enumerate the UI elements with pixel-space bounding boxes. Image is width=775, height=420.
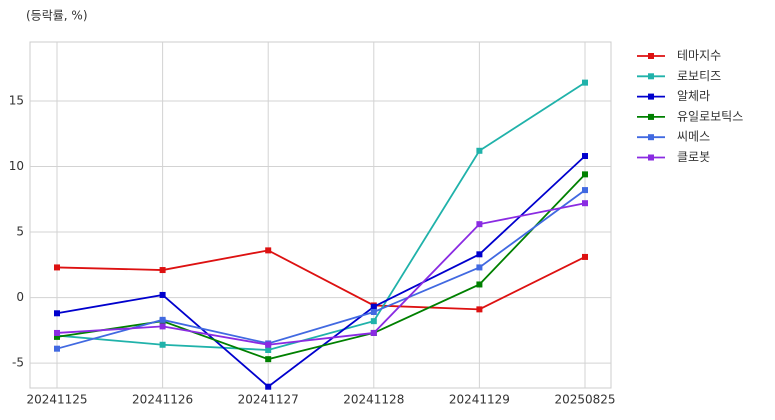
series-line bbox=[56, 202, 586, 346]
legend-label: 알체라 bbox=[677, 89, 710, 103]
point-marker bbox=[370, 318, 377, 325]
y-tick-label: 5 bbox=[16, 225, 24, 239]
legend-label: 클로봇 bbox=[677, 150, 710, 164]
legend-marker bbox=[648, 134, 654, 141]
legend-marker bbox=[648, 154, 654, 161]
point-marker bbox=[370, 308, 377, 315]
point-marker bbox=[582, 253, 588, 260]
point-marker bbox=[582, 171, 588, 178]
point-marker bbox=[582, 153, 588, 160]
point-marker bbox=[265, 356, 272, 363]
point-marker bbox=[54, 310, 60, 317]
point-marker bbox=[476, 264, 483, 271]
legend-label: 유일로보틱스 bbox=[677, 109, 743, 123]
y-axis-label: (등락률, %) bbox=[26, 9, 88, 23]
x-tick-label: 20241126 bbox=[132, 393, 193, 407]
legend-marker bbox=[648, 73, 654, 80]
y-tick-label: 0 bbox=[16, 290, 24, 304]
x-tick-label: 20250825 bbox=[554, 393, 615, 407]
y-tick-label: -5 bbox=[12, 356, 24, 370]
y-tick-label: 10 bbox=[9, 159, 24, 173]
point-marker bbox=[476, 221, 483, 228]
point-marker bbox=[582, 187, 588, 194]
point-marker bbox=[159, 316, 166, 323]
point-marker bbox=[159, 291, 166, 298]
legend-marker bbox=[648, 93, 654, 100]
y-tick-label: 15 bbox=[9, 93, 24, 107]
point-marker bbox=[54, 329, 60, 336]
point-marker bbox=[159, 267, 166, 274]
point-marker bbox=[54, 264, 60, 271]
point-marker bbox=[476, 281, 483, 288]
point-marker bbox=[476, 306, 483, 313]
legend-label: 테마지수 bbox=[677, 49, 721, 63]
series-line bbox=[56, 81, 586, 351]
point-marker bbox=[370, 329, 377, 336]
point-marker bbox=[159, 341, 166, 348]
point-marker bbox=[265, 346, 272, 353]
series-line bbox=[56, 249, 586, 311]
point-marker bbox=[476, 147, 483, 154]
x-tick-label: 20241129 bbox=[449, 393, 510, 407]
point-marker bbox=[265, 247, 272, 254]
x-tick-label: 20241128 bbox=[343, 393, 404, 407]
series-line bbox=[56, 189, 586, 350]
point-marker bbox=[370, 303, 377, 310]
legend-marker bbox=[648, 113, 654, 120]
point-marker bbox=[582, 79, 588, 86]
point-marker bbox=[265, 341, 272, 348]
x-tick-label: 20241127 bbox=[238, 393, 299, 407]
legend-marker bbox=[648, 53, 654, 59]
point-marker bbox=[54, 333, 60, 340]
point-marker bbox=[476, 251, 483, 258]
point-marker bbox=[54, 345, 60, 352]
point-marker bbox=[582, 200, 588, 207]
x-tick-label: 20241125 bbox=[26, 393, 87, 407]
legend-label: 로보티즈 bbox=[677, 69, 721, 83]
point-marker bbox=[159, 323, 166, 330]
point-marker bbox=[265, 383, 272, 390]
legend-label: 씨메스 bbox=[677, 130, 710, 144]
